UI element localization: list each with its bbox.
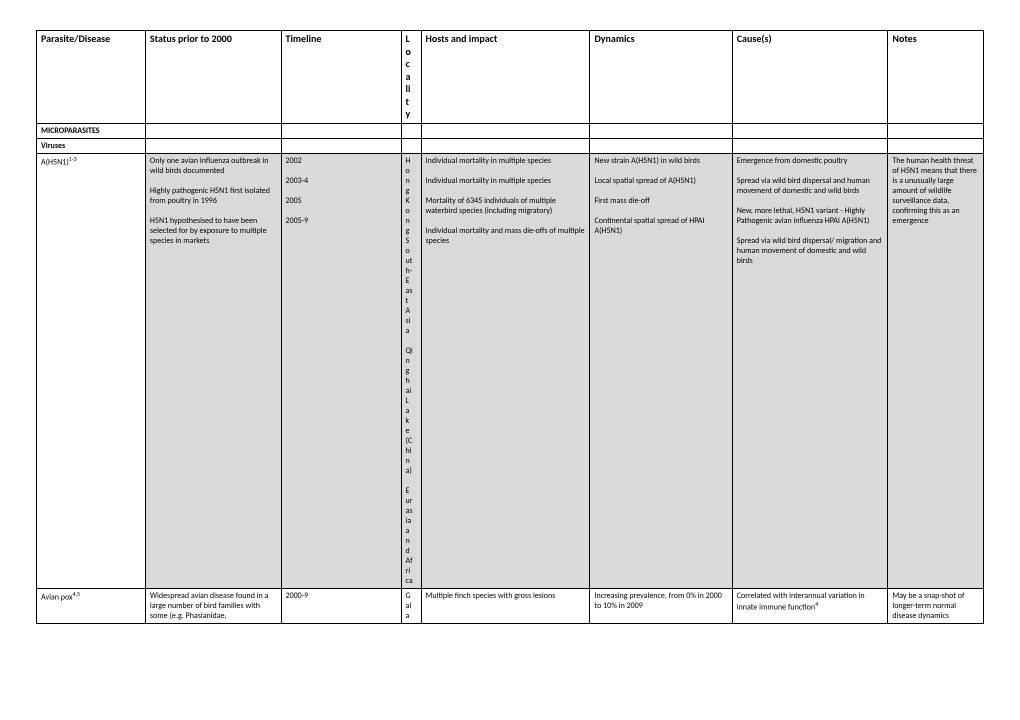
cell-hosts: Multiple finch species with gross lesion… bbox=[421, 588, 590, 623]
row-h5n1: A(H5N1)1-3 Only one avian influenza outb… bbox=[37, 153, 984, 588]
cell-dynamics: New strain A(H5N1) in wild birds Local s… bbox=[590, 153, 732, 588]
cell-parasite: Avian pox4,5 bbox=[37, 588, 146, 623]
section-label: MICROPARASITES bbox=[37, 123, 146, 138]
header-dynamics: Dynamics bbox=[590, 31, 732, 124]
row-avianpox: Avian pox4,5 Widespread avian disease fo… bbox=[37, 588, 984, 623]
cell-notes: The human health threat of H5N1 means th… bbox=[888, 153, 984, 588]
header-causes: Cause(s) bbox=[732, 31, 888, 124]
cell-causes: Correlated with interannual variation in… bbox=[732, 588, 888, 623]
section-viruses: Viruses bbox=[37, 138, 984, 153]
header-notes: Notes bbox=[888, 31, 984, 124]
header-status: Status prior to 2000 bbox=[145, 31, 281, 124]
cell-causes: Emergence from domestic poultry Spread v… bbox=[732, 153, 888, 588]
cell-locality: H o n g K o n g S o ut h- E as t A si a … bbox=[401, 153, 421, 588]
cell-timeline: 2002 2003-4 2005 2005-9 bbox=[281, 153, 401, 588]
header-parasite: Parasite/Disease bbox=[37, 31, 146, 124]
cell-hosts: Individual mortality in multiple species… bbox=[421, 153, 590, 588]
header-hosts: Hosts and impact bbox=[421, 31, 590, 124]
header-timeline: Timeline bbox=[281, 31, 401, 124]
cell-timeline: 2000-9 bbox=[281, 588, 401, 623]
cell-dynamics: Increasing prevalence, from 0% in 2000 t… bbox=[590, 588, 732, 623]
disease-table: Parasite/Disease Status prior to 2000 Ti… bbox=[36, 30, 984, 624]
cell-status: Widespread avian disease found in a larg… bbox=[145, 588, 281, 623]
header-locality: L o c a li t y bbox=[401, 31, 421, 124]
document-page: Parasite/Disease Status prior to 2000 Ti… bbox=[0, 0, 1020, 654]
cell-locality: G al a bbox=[401, 588, 421, 623]
section-microparasites: MICROPARASITES bbox=[37, 123, 984, 138]
section-label: Viruses bbox=[37, 138, 146, 153]
cell-notes: May be a snap-shot of longer-term normal… bbox=[888, 588, 984, 623]
header-row: Parasite/Disease Status prior to 2000 Ti… bbox=[37, 31, 984, 124]
cell-status: Only one avian influenza outbreak in wil… bbox=[145, 153, 281, 588]
cell-parasite: A(H5N1)1-3 bbox=[37, 153, 146, 588]
